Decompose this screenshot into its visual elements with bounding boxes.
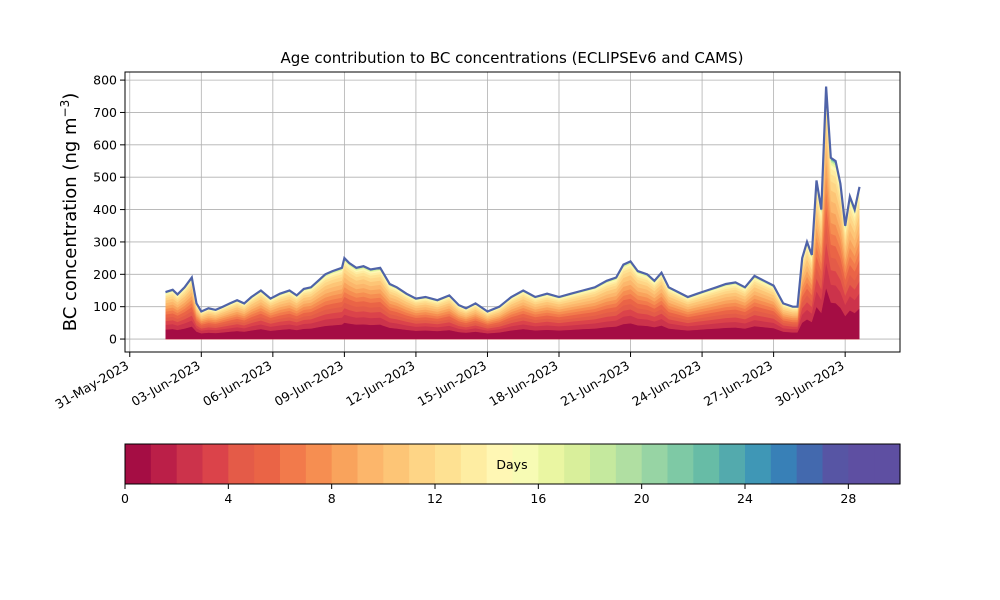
colorbar-swatch — [796, 444, 824, 484]
colorbar-swatch — [770, 444, 798, 484]
colorbar-swatch — [874, 444, 901, 484]
x-tick-label: 30-Jun-2023 — [772, 358, 846, 409]
x-tick-label: 31-May-2023 — [52, 358, 131, 412]
colorbar-swatch — [150, 444, 178, 484]
x-tick-label: 24-Jun-2023 — [629, 358, 703, 409]
colorbar-tick-label: 4 — [224, 491, 232, 506]
colorbar-tick-label: 0 — [121, 491, 129, 506]
x-tick-label: 18-Jun-2023 — [486, 358, 560, 409]
chart-title: Age contribution to BC concentrations (E… — [281, 49, 744, 67]
x-axis: 31-May-202303-Jun-202306-Jun-202309-Jun-… — [52, 352, 847, 412]
colorbar-swatch — [383, 444, 410, 484]
colorbar-label: Days — [496, 457, 527, 472]
x-tick-label: 06-Jun-2023 — [200, 358, 274, 409]
age-band — [165, 263, 860, 340]
y-axis: 0 100 200 300 400 500 600 700 800 — [93, 73, 125, 347]
y-axis-label: BC concentration (ng m−3) — [58, 93, 81, 332]
age-band — [165, 192, 860, 340]
colorbar-swatch — [538, 444, 565, 484]
x-tick-label: 09-Jun-2023 — [272, 358, 346, 409]
colorbar-swatch — [719, 444, 746, 484]
colorbar-swatch — [125, 444, 152, 484]
y-axis-label-end: ) — [60, 93, 81, 100]
colorbar-swatch — [615, 444, 643, 484]
colorbar-tick-label: 20 — [634, 491, 650, 506]
colorbar-swatch — [254, 444, 281, 484]
colorbar-tick-label: 16 — [530, 491, 546, 506]
y-tick-label: 800 — [93, 73, 117, 88]
colorbar-tick-label: 8 — [328, 491, 336, 506]
colorbar-swatch — [745, 444, 772, 484]
y-tick-label: 600 — [93, 137, 117, 152]
x-tick-label: 03-Jun-2023 — [129, 358, 203, 409]
colorbar-axis: 0 4 8 12 16 20 24 28 — [121, 484, 856, 506]
colorbar-frame — [124, 443, 901, 485]
y-tick-label: 100 — [93, 299, 117, 314]
colorbar-swatch — [667, 444, 694, 484]
colorbar-swatch — [176, 444, 204, 484]
stacked-area — [165, 86, 861, 340]
y-tick-label: 300 — [93, 234, 117, 249]
age-band-youngest — [165, 288, 860, 340]
colorbar-swatch — [590, 444, 617, 484]
x-tick-label: 21-Jun-2023 — [558, 358, 632, 409]
x-tick-label: 15-Jun-2023 — [415, 358, 489, 409]
plot-frame — [124, 71, 901, 353]
age-band — [165, 243, 860, 340]
colorbar-swatch — [280, 444, 307, 484]
colorbar-swatch — [228, 444, 255, 484]
colorbar-swatch — [435, 444, 462, 484]
colorbar-tick-label: 28 — [840, 491, 856, 506]
y-tick-label: 400 — [93, 202, 117, 217]
colorbar-swatch — [822, 444, 849, 484]
colorbar-swatch — [848, 444, 875, 484]
y-tick-label: 700 — [93, 105, 117, 120]
total-outline — [165, 86, 861, 313]
colorbar-swatch — [564, 444, 591, 484]
colorbar-swatch — [409, 444, 436, 484]
colorbar-swatch — [460, 444, 488, 484]
colorbar-swatch — [331, 444, 359, 484]
x-tick-label: 27-Jun-2023 — [701, 358, 775, 409]
colorbar-tick-label: 24 — [737, 491, 753, 506]
colorbar-swatch — [305, 444, 333, 484]
age-band — [165, 207, 860, 340]
y-axis-label-main: BC concentration (ng m — [60, 117, 81, 331]
colorbar-swatch — [486, 444, 514, 484]
y-tick-label: 500 — [93, 170, 117, 185]
colorbar-tick-label: 12 — [427, 491, 443, 506]
colorbar-swatch — [202, 444, 229, 484]
y-axis-label-sup: −3 — [58, 100, 72, 118]
y-tick-label: 200 — [93, 267, 117, 282]
colorbar-swatch — [693, 444, 720, 484]
x-tick-label: 12-Jun-2023 — [343, 358, 417, 409]
colorbar — [125, 444, 901, 484]
colorbar-swatch — [512, 444, 539, 484]
age-band — [165, 225, 860, 340]
colorbar-swatch — [357, 444, 384, 484]
y-tick-label: 0 — [109, 332, 117, 347]
colorbar-swatch — [641, 444, 669, 484]
